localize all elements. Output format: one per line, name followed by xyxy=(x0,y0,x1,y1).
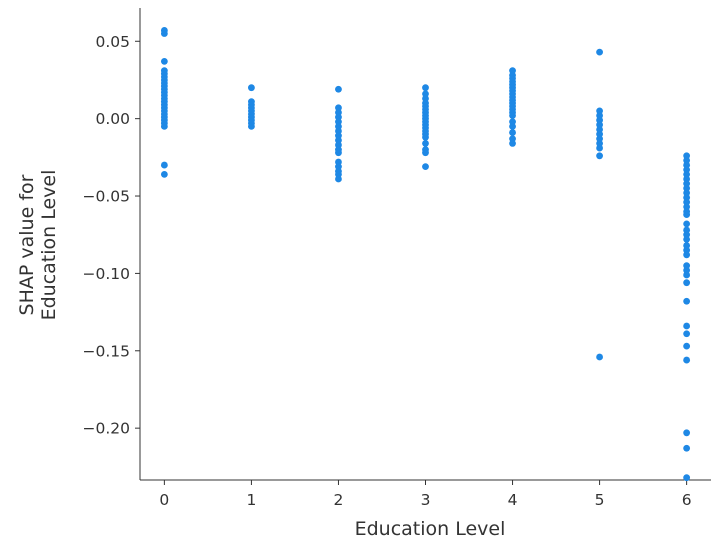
data-point xyxy=(596,144,603,152)
data-point xyxy=(596,152,603,160)
data-point xyxy=(683,356,691,364)
data-point xyxy=(509,122,516,130)
y-tick-label: 0.00 xyxy=(95,110,130,128)
data-point xyxy=(683,444,691,452)
y-axis-title-line-1: SHAP value for xyxy=(16,174,38,315)
x-tick-label: 6 xyxy=(682,491,692,509)
data-point xyxy=(683,297,691,305)
data-point xyxy=(509,112,516,119)
y-axis-title-line-2: Education Level xyxy=(38,170,60,321)
x-tick-label: 1 xyxy=(246,491,256,509)
data-point xyxy=(422,140,429,147)
y-tick-label: −0.20 xyxy=(83,420,131,438)
x-tick-label: 0 xyxy=(159,491,169,509)
data-point xyxy=(248,84,255,92)
y-axis-title: SHAP value for Education Level xyxy=(16,170,60,321)
x-tick-label: 2 xyxy=(334,491,344,509)
x-tick-label: 4 xyxy=(508,491,518,509)
data-point xyxy=(596,353,603,361)
data-point xyxy=(422,84,429,92)
data-point xyxy=(683,330,691,338)
data-point xyxy=(683,429,691,437)
data-point xyxy=(683,235,691,243)
data-point xyxy=(683,211,691,218)
data-point xyxy=(160,57,168,65)
data-point xyxy=(422,133,429,141)
data-point xyxy=(335,85,342,93)
data-point xyxy=(683,279,691,287)
y-ticks: 0.05 0.00 −0.05 −0.10 −0.15 −0.20 xyxy=(83,33,140,438)
axes xyxy=(139,8,711,481)
x-tick-label: 3 xyxy=(421,491,431,509)
y-tick-label: −0.10 xyxy=(83,265,131,283)
data-point xyxy=(160,161,168,169)
x-tick-label: 5 xyxy=(595,491,605,509)
data-point xyxy=(683,220,691,228)
data-point xyxy=(509,129,516,136)
data-point xyxy=(335,175,342,183)
data-point xyxy=(160,170,168,178)
y-tick-label: 0.05 xyxy=(95,33,130,51)
data-point xyxy=(509,140,516,147)
y-tick-label: −0.05 xyxy=(83,188,131,206)
data-point xyxy=(683,271,691,279)
data-point xyxy=(160,30,168,37)
data-point xyxy=(422,163,429,171)
data-point xyxy=(596,48,603,56)
data-point xyxy=(248,122,255,130)
data-point xyxy=(683,251,691,259)
data-point xyxy=(683,322,691,330)
data-point xyxy=(335,149,342,157)
data-point xyxy=(683,342,691,350)
data-point xyxy=(422,149,429,157)
data-point xyxy=(683,474,691,482)
x-axis-title: Education Level xyxy=(355,518,506,540)
data-points xyxy=(160,27,691,482)
y-tick-label: −0.15 xyxy=(83,342,131,360)
x-ticks: 0 1 2 3 4 5 6 xyxy=(159,480,692,509)
data-point xyxy=(160,122,168,130)
